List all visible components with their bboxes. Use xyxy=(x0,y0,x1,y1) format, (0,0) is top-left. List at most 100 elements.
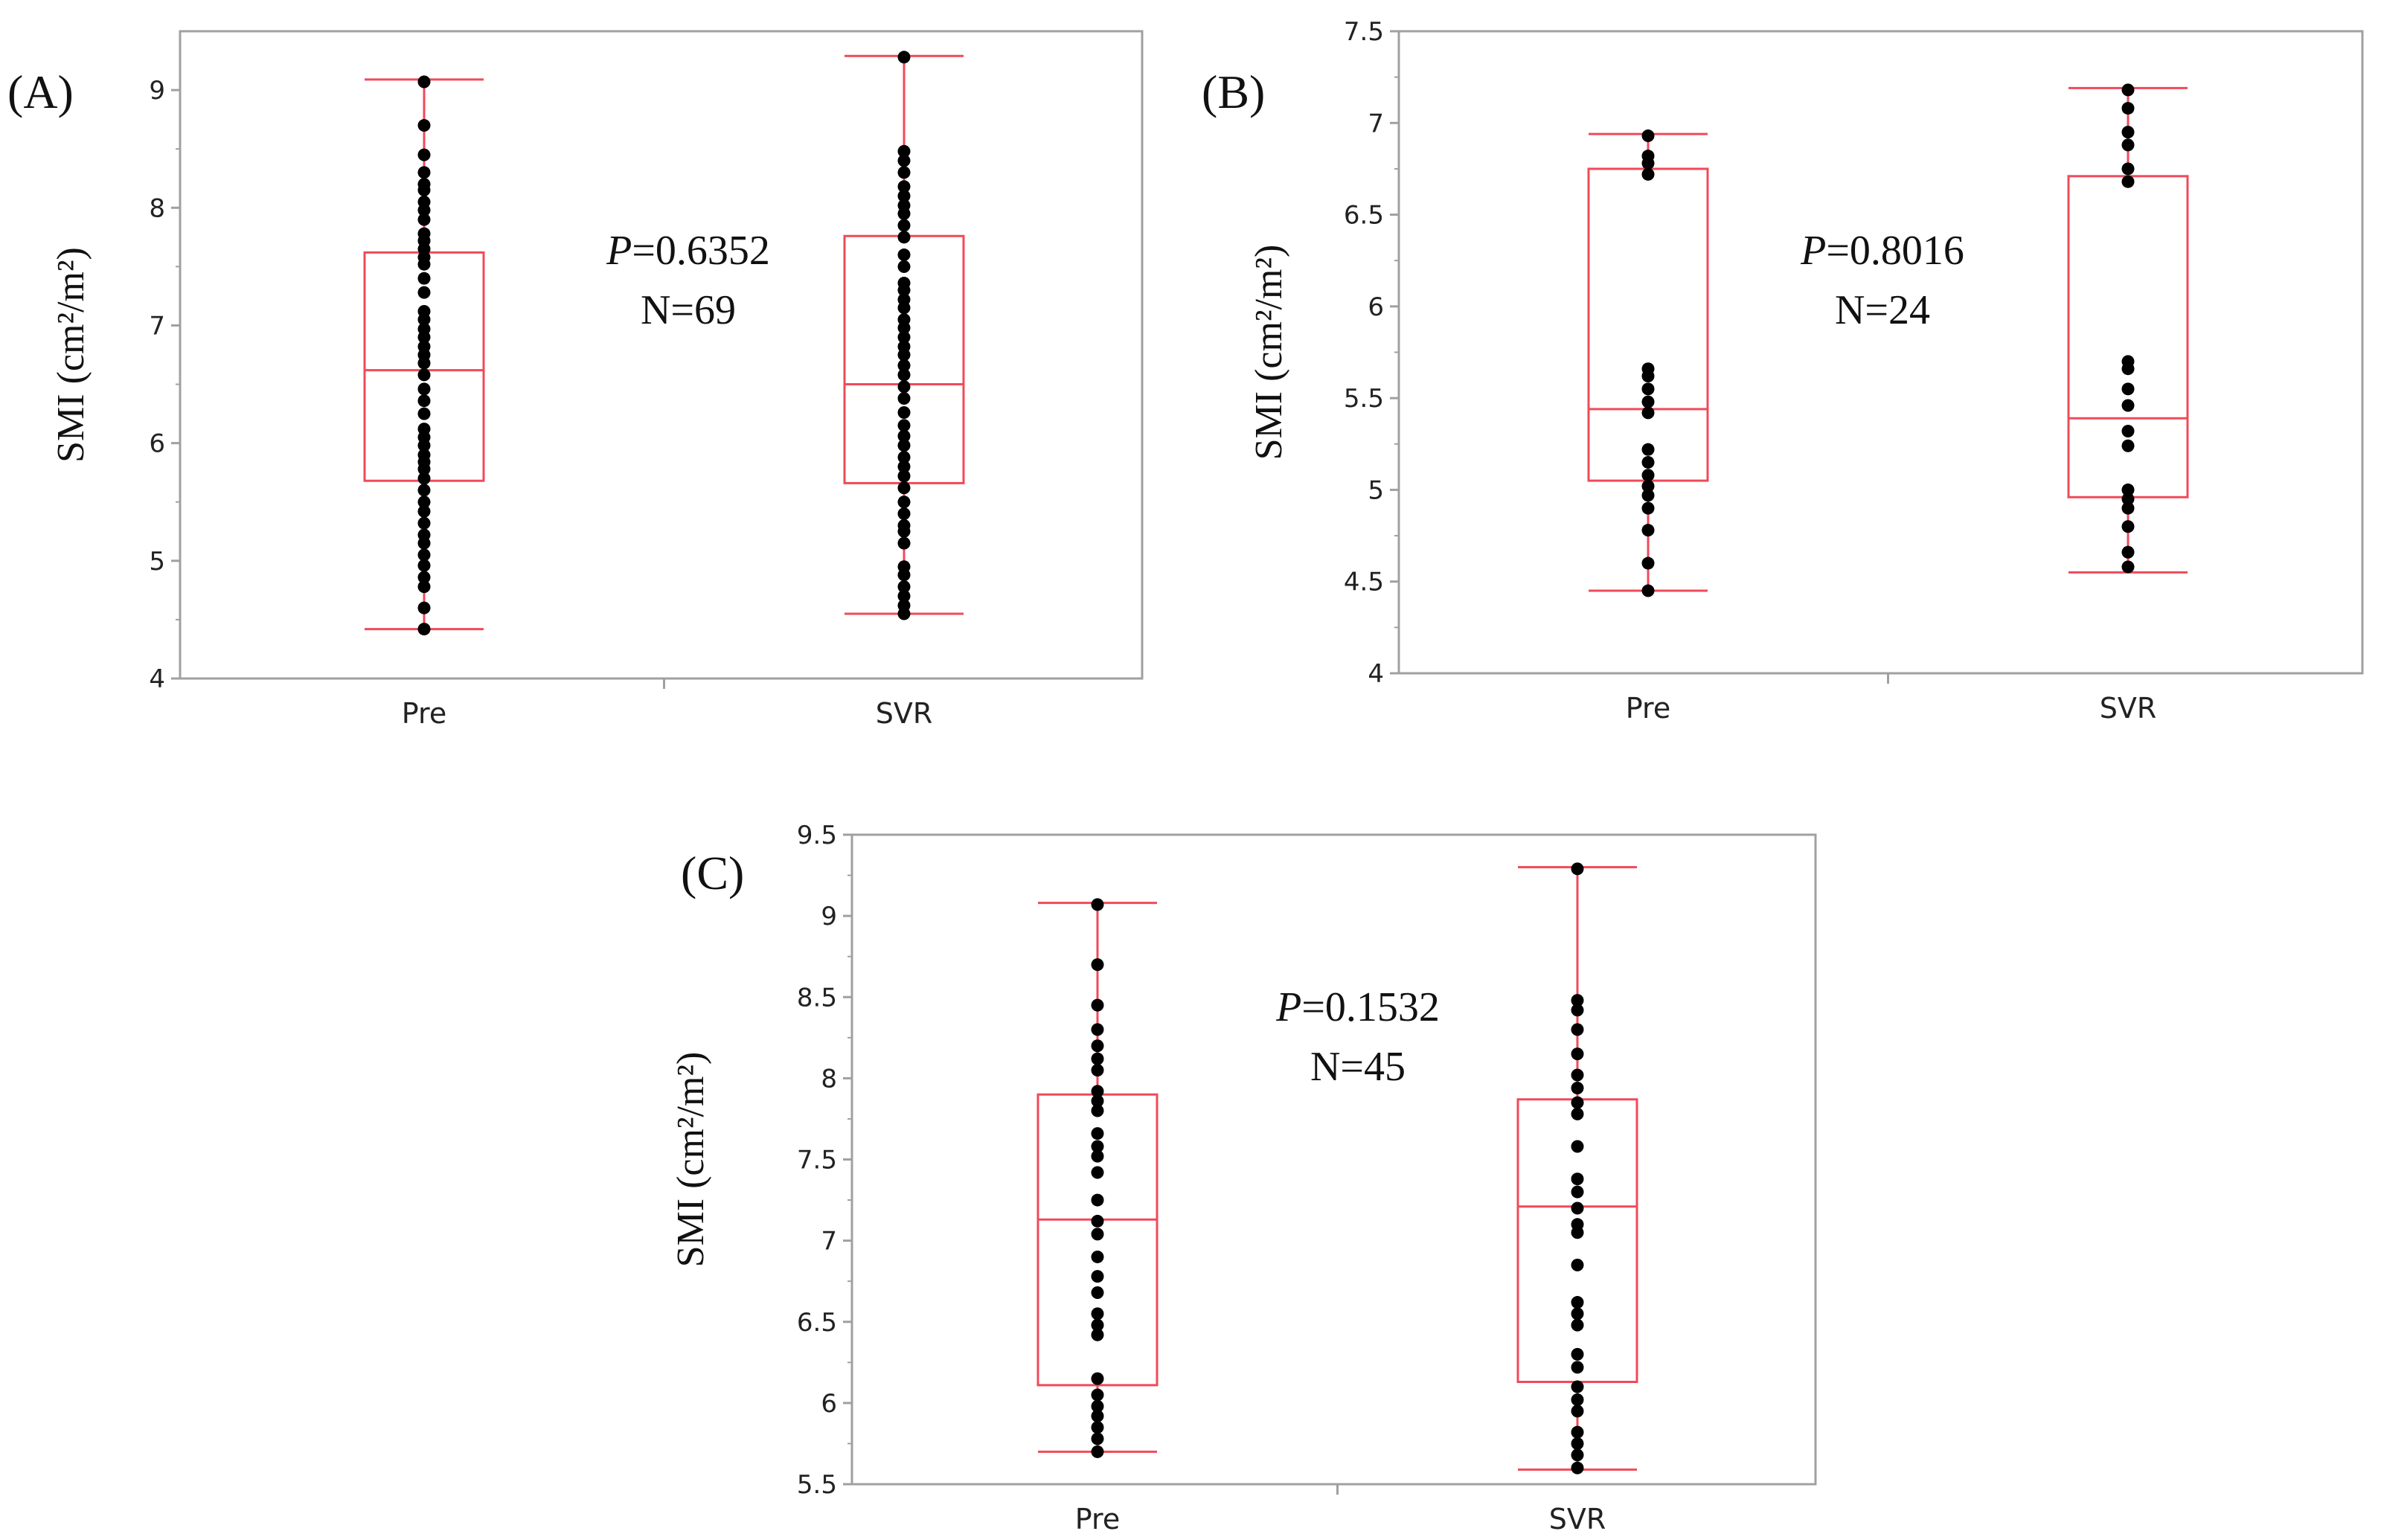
data-point xyxy=(1091,1328,1104,1341)
data-point xyxy=(2121,162,2135,176)
p-value-annotation: P=0.8016 xyxy=(1800,228,1964,274)
data-point xyxy=(897,451,911,464)
box-group-pre xyxy=(1036,898,1159,1458)
data-point xyxy=(417,184,431,197)
data-point xyxy=(2121,126,2135,139)
data-point xyxy=(897,607,911,620)
data-point xyxy=(897,166,911,179)
data-point xyxy=(417,119,431,132)
data-point xyxy=(1571,1258,1584,1271)
data-point xyxy=(1091,1445,1104,1458)
data-point xyxy=(1091,1140,1104,1153)
data-point xyxy=(1091,1104,1104,1117)
data-point xyxy=(2121,501,2135,515)
data-point xyxy=(1571,1226,1584,1239)
data-point xyxy=(1641,489,1655,502)
y-axis-label: SMI (cm²/m²) xyxy=(670,1052,712,1268)
data-point xyxy=(1571,1296,1584,1309)
data-point xyxy=(1091,1421,1104,1434)
data-point xyxy=(897,495,911,509)
data-point xyxy=(1641,406,1655,420)
data-point xyxy=(897,359,911,372)
data-point xyxy=(897,524,911,538)
data-point xyxy=(1641,129,1655,143)
p-value: =0.8016 xyxy=(1826,228,1964,274)
data-point xyxy=(1091,1409,1104,1422)
data-point xyxy=(417,571,431,584)
data-point xyxy=(897,330,911,344)
data-point xyxy=(1571,1307,1584,1321)
data-point xyxy=(1091,998,1104,1012)
data-point xyxy=(1091,1250,1104,1263)
data-point xyxy=(2121,102,2135,115)
data-point xyxy=(417,548,431,562)
data-point xyxy=(1571,1023,1584,1036)
data-point xyxy=(897,419,911,432)
box-group-svr xyxy=(1516,862,1638,1475)
data-point xyxy=(1091,1127,1104,1140)
x-category-label-svr: SVR xyxy=(1549,1503,1606,1536)
data-point xyxy=(1571,1096,1584,1109)
y-tick-label: 7.5 xyxy=(797,1146,837,1175)
data-point xyxy=(897,536,911,550)
data-point xyxy=(1091,1307,1104,1321)
data-point xyxy=(417,272,431,285)
data-point xyxy=(897,321,911,335)
y-tick-label: 4 xyxy=(1368,659,1384,689)
data-point xyxy=(1091,1214,1104,1228)
box-group-svr xyxy=(2067,83,2189,574)
data-point xyxy=(417,462,431,475)
data-point xyxy=(417,286,431,299)
box-group-svr xyxy=(843,51,965,620)
data-point xyxy=(417,559,431,572)
data-point xyxy=(1641,167,1655,181)
data-point xyxy=(1091,1023,1104,1036)
data-point xyxy=(417,368,431,382)
y-tick-label: 8 xyxy=(149,193,165,223)
data-point xyxy=(417,356,431,370)
data-point xyxy=(897,568,911,582)
data-point xyxy=(2121,439,2135,452)
data-point xyxy=(417,536,431,550)
panel-label: (B) xyxy=(1202,65,1265,118)
data-point xyxy=(1091,1039,1104,1053)
data-point xyxy=(1641,443,1655,456)
box-group-pre xyxy=(1587,129,1709,597)
data-point xyxy=(1571,1361,1584,1374)
data-point xyxy=(897,207,911,220)
data-point xyxy=(1091,1318,1104,1332)
n-annotation: N=69 xyxy=(641,287,736,333)
n-annotation: N=45 xyxy=(1310,1044,1406,1090)
data-point xyxy=(1641,370,1655,383)
data-point xyxy=(897,51,911,64)
x-category-label-svr: SVR xyxy=(2100,692,2157,725)
data-point xyxy=(1571,1393,1584,1407)
y-tick-label: 5 xyxy=(1368,475,1384,505)
data-point xyxy=(417,257,431,271)
data-point xyxy=(1091,1166,1104,1179)
data-point xyxy=(417,382,431,396)
data-point xyxy=(2121,545,2135,559)
data-point xyxy=(1571,1107,1584,1120)
data-point xyxy=(417,623,431,636)
data-point xyxy=(2121,483,2135,496)
data-point xyxy=(1571,994,1584,1007)
chart-panel-c: 5.5 6 6.5 7 7.5 8 8.5 9 9.5 Pre SVR (C) SMI (cm²/m²)… xyxy=(670,821,1817,1536)
p-value: =0.1532 xyxy=(1301,984,1440,1030)
data-point xyxy=(1571,1437,1584,1450)
plot-frame xyxy=(179,30,1144,680)
p-label: P xyxy=(1800,228,1826,274)
data-point xyxy=(1091,1228,1104,1241)
data-point xyxy=(897,144,911,158)
y-axis-label: SMI (cm²/m²) xyxy=(1248,245,1290,461)
data-point xyxy=(897,189,911,202)
data-point xyxy=(1571,1405,1584,1418)
data-point xyxy=(1571,1140,1584,1153)
data-point xyxy=(897,154,911,167)
data-point xyxy=(417,394,431,408)
panel-label: (A) xyxy=(7,65,74,118)
data-point xyxy=(417,203,431,216)
data-point xyxy=(1091,958,1104,972)
data-point xyxy=(1571,862,1584,876)
